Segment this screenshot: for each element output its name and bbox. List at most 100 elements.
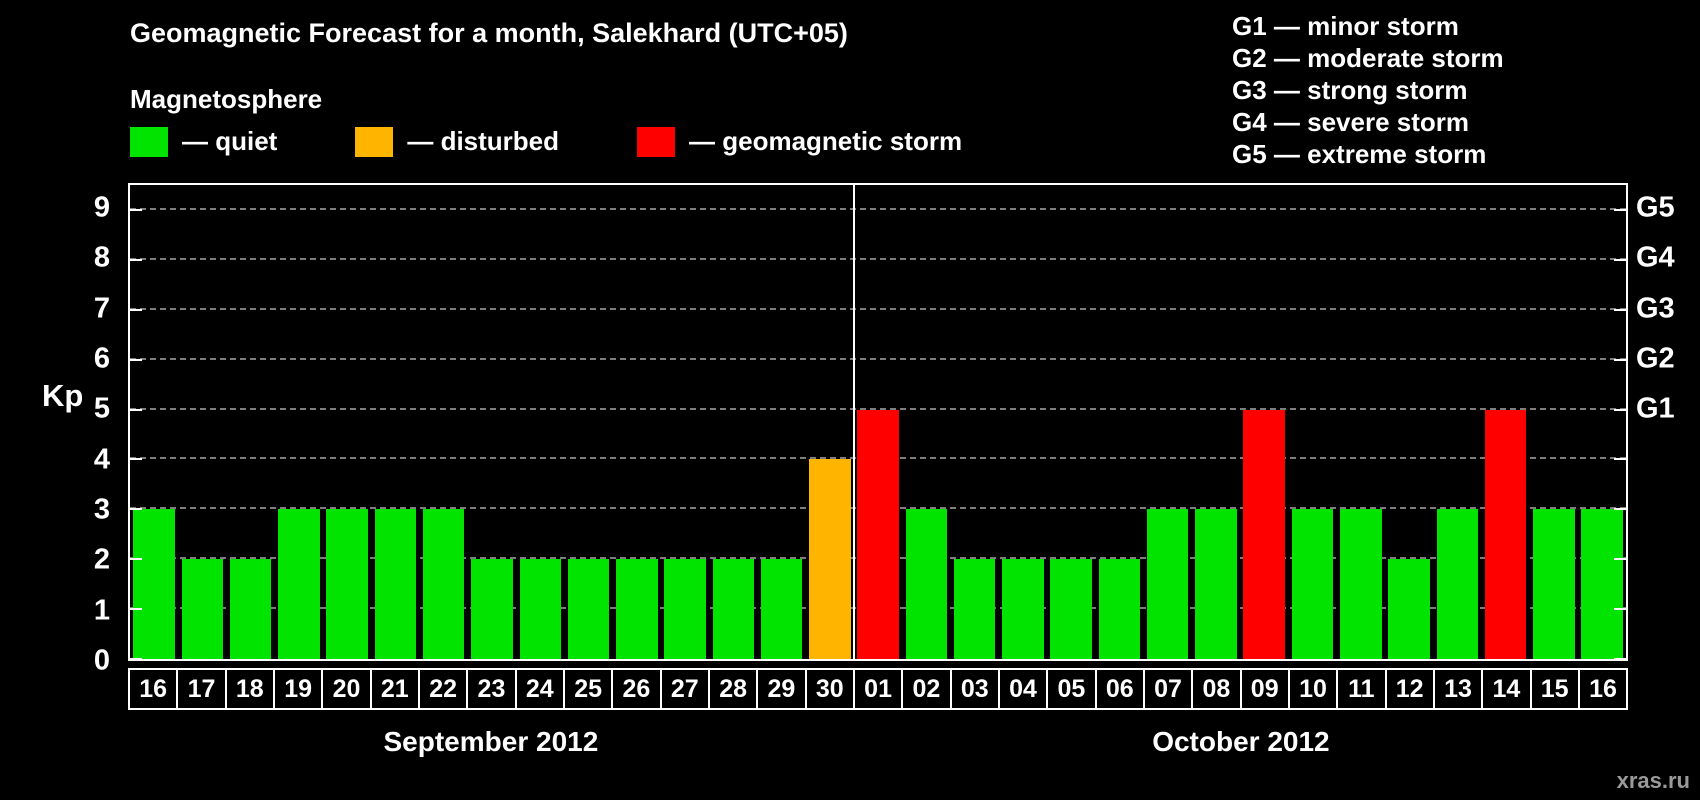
day-label: 06 [1094, 668, 1145, 710]
bar-slot-03 [951, 185, 999, 659]
day-label: 12 [1384, 668, 1435, 710]
kp-bar-19 [278, 509, 320, 659]
day-label: 16 [1577, 668, 1629, 710]
day-label: 03 [949, 668, 1000, 710]
bar-slot-20 [323, 185, 371, 659]
g-scale-label-G4: G4 [1636, 241, 1675, 274]
day-label: 08 [1191, 668, 1242, 710]
g-scale-label-G5: G5 [1636, 191, 1675, 224]
day-label: 23 [466, 668, 517, 710]
storm-scale-g2: G2 — moderate storm [1232, 43, 1504, 73]
right-tick-4 [1614, 458, 1626, 461]
page-title: Geomagnetic Forecast for a month, Salekh… [130, 18, 848, 48]
right-tick-0 [1614, 658, 1626, 660]
left-tick-9 [130, 208, 142, 211]
day-label: 14 [1481, 668, 1532, 710]
bar-slot-24 [516, 185, 564, 659]
bar-slot-10 [1288, 185, 1336, 659]
bar-slot-12 [1385, 185, 1433, 659]
left-tick-0 [130, 658, 142, 660]
bar-slot-22 [420, 185, 468, 659]
right-tick-3 [1614, 508, 1626, 511]
bar-slot-23 [468, 185, 516, 659]
kp-bar-05 [1050, 559, 1092, 659]
y-tick-label-1: 1 [93, 594, 110, 627]
bar-slot-05 [1047, 185, 1095, 659]
day-label: 09 [1239, 668, 1290, 710]
magnetosphere-label: Magnetosphere [130, 84, 323, 114]
legend-disturbed-label: — disturbed [407, 126, 560, 156]
kp-bar-01 [857, 409, 899, 659]
day-label: 16 [128, 668, 179, 710]
kp-bar-25 [567, 559, 610, 659]
right-tick-2 [1614, 558, 1626, 561]
kp-bar-27 [664, 559, 706, 659]
kp-bar-22 [422, 509, 465, 659]
storm-scale-legend: G1 — minor storm G2 — moderate storm G3 … [1232, 10, 1504, 170]
bar-slot-21 [371, 185, 419, 659]
kp-bar-29 [760, 559, 803, 659]
bar-slot-25 [564, 185, 612, 659]
bar-slot-16 [130, 185, 178, 659]
kp-bar-21 [374, 509, 417, 659]
bar-slot-13 [1433, 185, 1481, 659]
storm-swatch-icon [637, 126, 676, 157]
left-tick-5 [130, 408, 142, 411]
right-tick-6 [1614, 358, 1626, 361]
legend-item-quiet: — quiet [130, 126, 277, 157]
y-tick-label-5: 5 [93, 392, 110, 425]
day-label: 18 [224, 668, 275, 710]
legend-storm-label: — geomagnetic storm [689, 126, 963, 156]
day-label: 24 [514, 668, 565, 710]
kp-bar-04 [1002, 559, 1044, 659]
bar-slot-27 [661, 185, 709, 659]
g-scale-label-G3: G3 [1636, 292, 1675, 325]
day-label: 20 [321, 668, 372, 710]
kp-bar-23 [471, 559, 513, 659]
day-label: 21 [369, 668, 420, 710]
status-legend: — quiet — disturbed — geomagnetic storm [130, 126, 962, 157]
kp-bar-08 [1195, 509, 1237, 659]
bar-slot-04 [999, 185, 1047, 659]
kp-bar-12 [1388, 559, 1430, 659]
bar-slot-30 [806, 185, 854, 659]
y-tick-label-3: 3 [93, 493, 110, 526]
day-label: 26 [611, 668, 662, 710]
day-label: 04 [997, 668, 1049, 710]
kp-bar-17 [181, 559, 224, 659]
legend-item-disturbed: — disturbed [355, 126, 559, 157]
y-tick-label-0: 0 [93, 644, 110, 677]
kp-bar-18 [229, 559, 272, 659]
right-tick-5 [1614, 408, 1626, 411]
day-label-row: 16 17 18 19 20 21 22 23 24 25 26 27 28 29 30 01 02 03 04 05… [128, 668, 1629, 710]
storm-scale-g3: G3 — strong storm [1232, 75, 1468, 105]
bar-slot-15 [1530, 185, 1578, 659]
legend-quiet-label: — quiet [182, 126, 278, 156]
day-label: 30 [804, 668, 855, 710]
right-tick-7 [1614, 308, 1626, 311]
day-label: 11 [1336, 668, 1387, 710]
kp-bar-15 [1533, 509, 1575, 659]
kp-bar-30 [809, 459, 851, 659]
y-axis-title: Kp [42, 378, 84, 413]
bar-slot-17 [178, 185, 226, 659]
storm-scale-g1: G1 — minor storm [1232, 11, 1459, 41]
disturbed-swatch-icon [355, 126, 394, 157]
y-axis-labels: 0 1 2 3 4 5 6 7 8 9 [0, 183, 118, 675]
day-label: 27 [659, 668, 710, 710]
watermark-link[interactable]: xras.ru [1616, 768, 1690, 793]
right-tick-8 [1614, 258, 1626, 261]
day-label: 22 [417, 668, 469, 710]
gridline-kp-6 [130, 357, 1626, 360]
gridline-kp-9 [130, 207, 1626, 210]
gridline-kp-8 [130, 257, 1626, 260]
plot-area [128, 183, 1628, 661]
bar-slot-26 [613, 185, 661, 659]
month-separator [852, 185, 855, 659]
gridline-kp-7 [130, 307, 1626, 310]
month-label: September 2012 [383, 726, 599, 757]
bar-slot-02 [902, 185, 950, 659]
kp-bar-03 [953, 559, 996, 659]
day-label: 28 [707, 668, 759, 710]
bar-slot-19 [275, 185, 323, 659]
